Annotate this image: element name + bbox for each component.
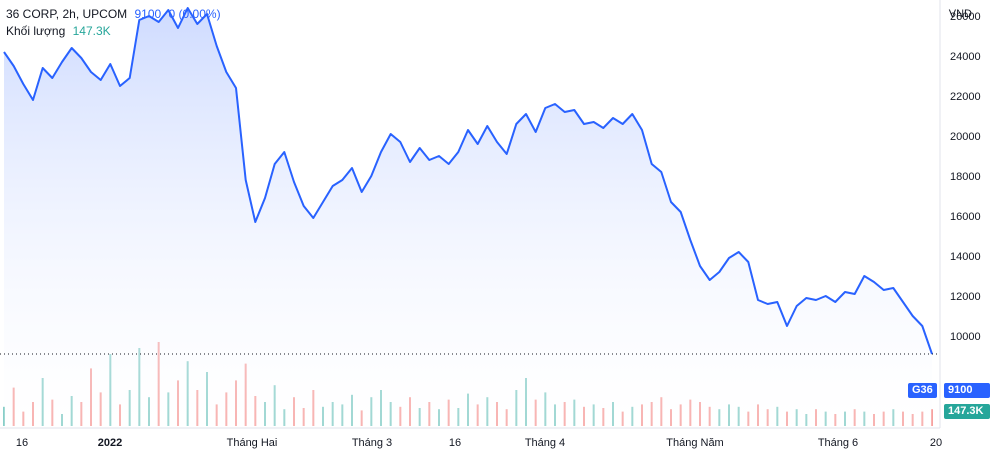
- x-tick-label: 20: [930, 437, 942, 449]
- legend-price-row: 36 CORP, 2h, UPCOM 9100 0 (0.00%): [6, 6, 225, 23]
- price-line: [3, 7, 933, 355]
- x-tick-label: 2022: [98, 437, 122, 449]
- y-tick-label: 18000: [950, 171, 981, 183]
- legend-volume-row: Khối lượng 147.3K: [6, 23, 225, 40]
- ticker-badge: G36: [908, 383, 937, 398]
- volume-badge: 147.3K: [944, 404, 990, 419]
- y-tick-label: 12000: [950, 291, 981, 303]
- legend-symbol: 36 CORP, 2h, UPCOM: [6, 7, 128, 21]
- x-tick-label: Tháng Năm: [666, 437, 723, 449]
- y-tick-label: 14000: [950, 251, 981, 263]
- x-tick-label: Tháng 4: [525, 437, 565, 449]
- x-tick-label: Tháng 3: [352, 437, 392, 449]
- x-tick-label: 16: [449, 437, 461, 449]
- y-tick-label: 24000: [950, 51, 981, 63]
- legend-volume-label: Khối lượng: [6, 24, 66, 38]
- legend-last-price: 9100: [134, 7, 162, 21]
- price-axis-unit: VND: [948, 8, 972, 20]
- x-tick-label: 16: [16, 437, 28, 449]
- y-tick-label: 26000: [950, 11, 981, 23]
- x-tick-label: Tháng 6: [818, 437, 858, 449]
- last-price-badge: 9100: [944, 383, 990, 398]
- y-tick-label: 16000: [950, 211, 981, 223]
- legend-volume-value: 147.3K: [72, 24, 111, 38]
- price-area-fill: [4, 8, 932, 426]
- y-tick-label: 22000: [950, 91, 981, 103]
- chart-legend: 36 CORP, 2h, UPCOM 9100 0 (0.00%) Khối l…: [6, 6, 225, 40]
- y-tick-label: 20000: [950, 131, 981, 143]
- y-tick-label: 10000: [950, 331, 981, 343]
- x-tick-label: Tháng Hai: [227, 437, 278, 449]
- legend-change: 0 (0.00%): [168, 7, 221, 21]
